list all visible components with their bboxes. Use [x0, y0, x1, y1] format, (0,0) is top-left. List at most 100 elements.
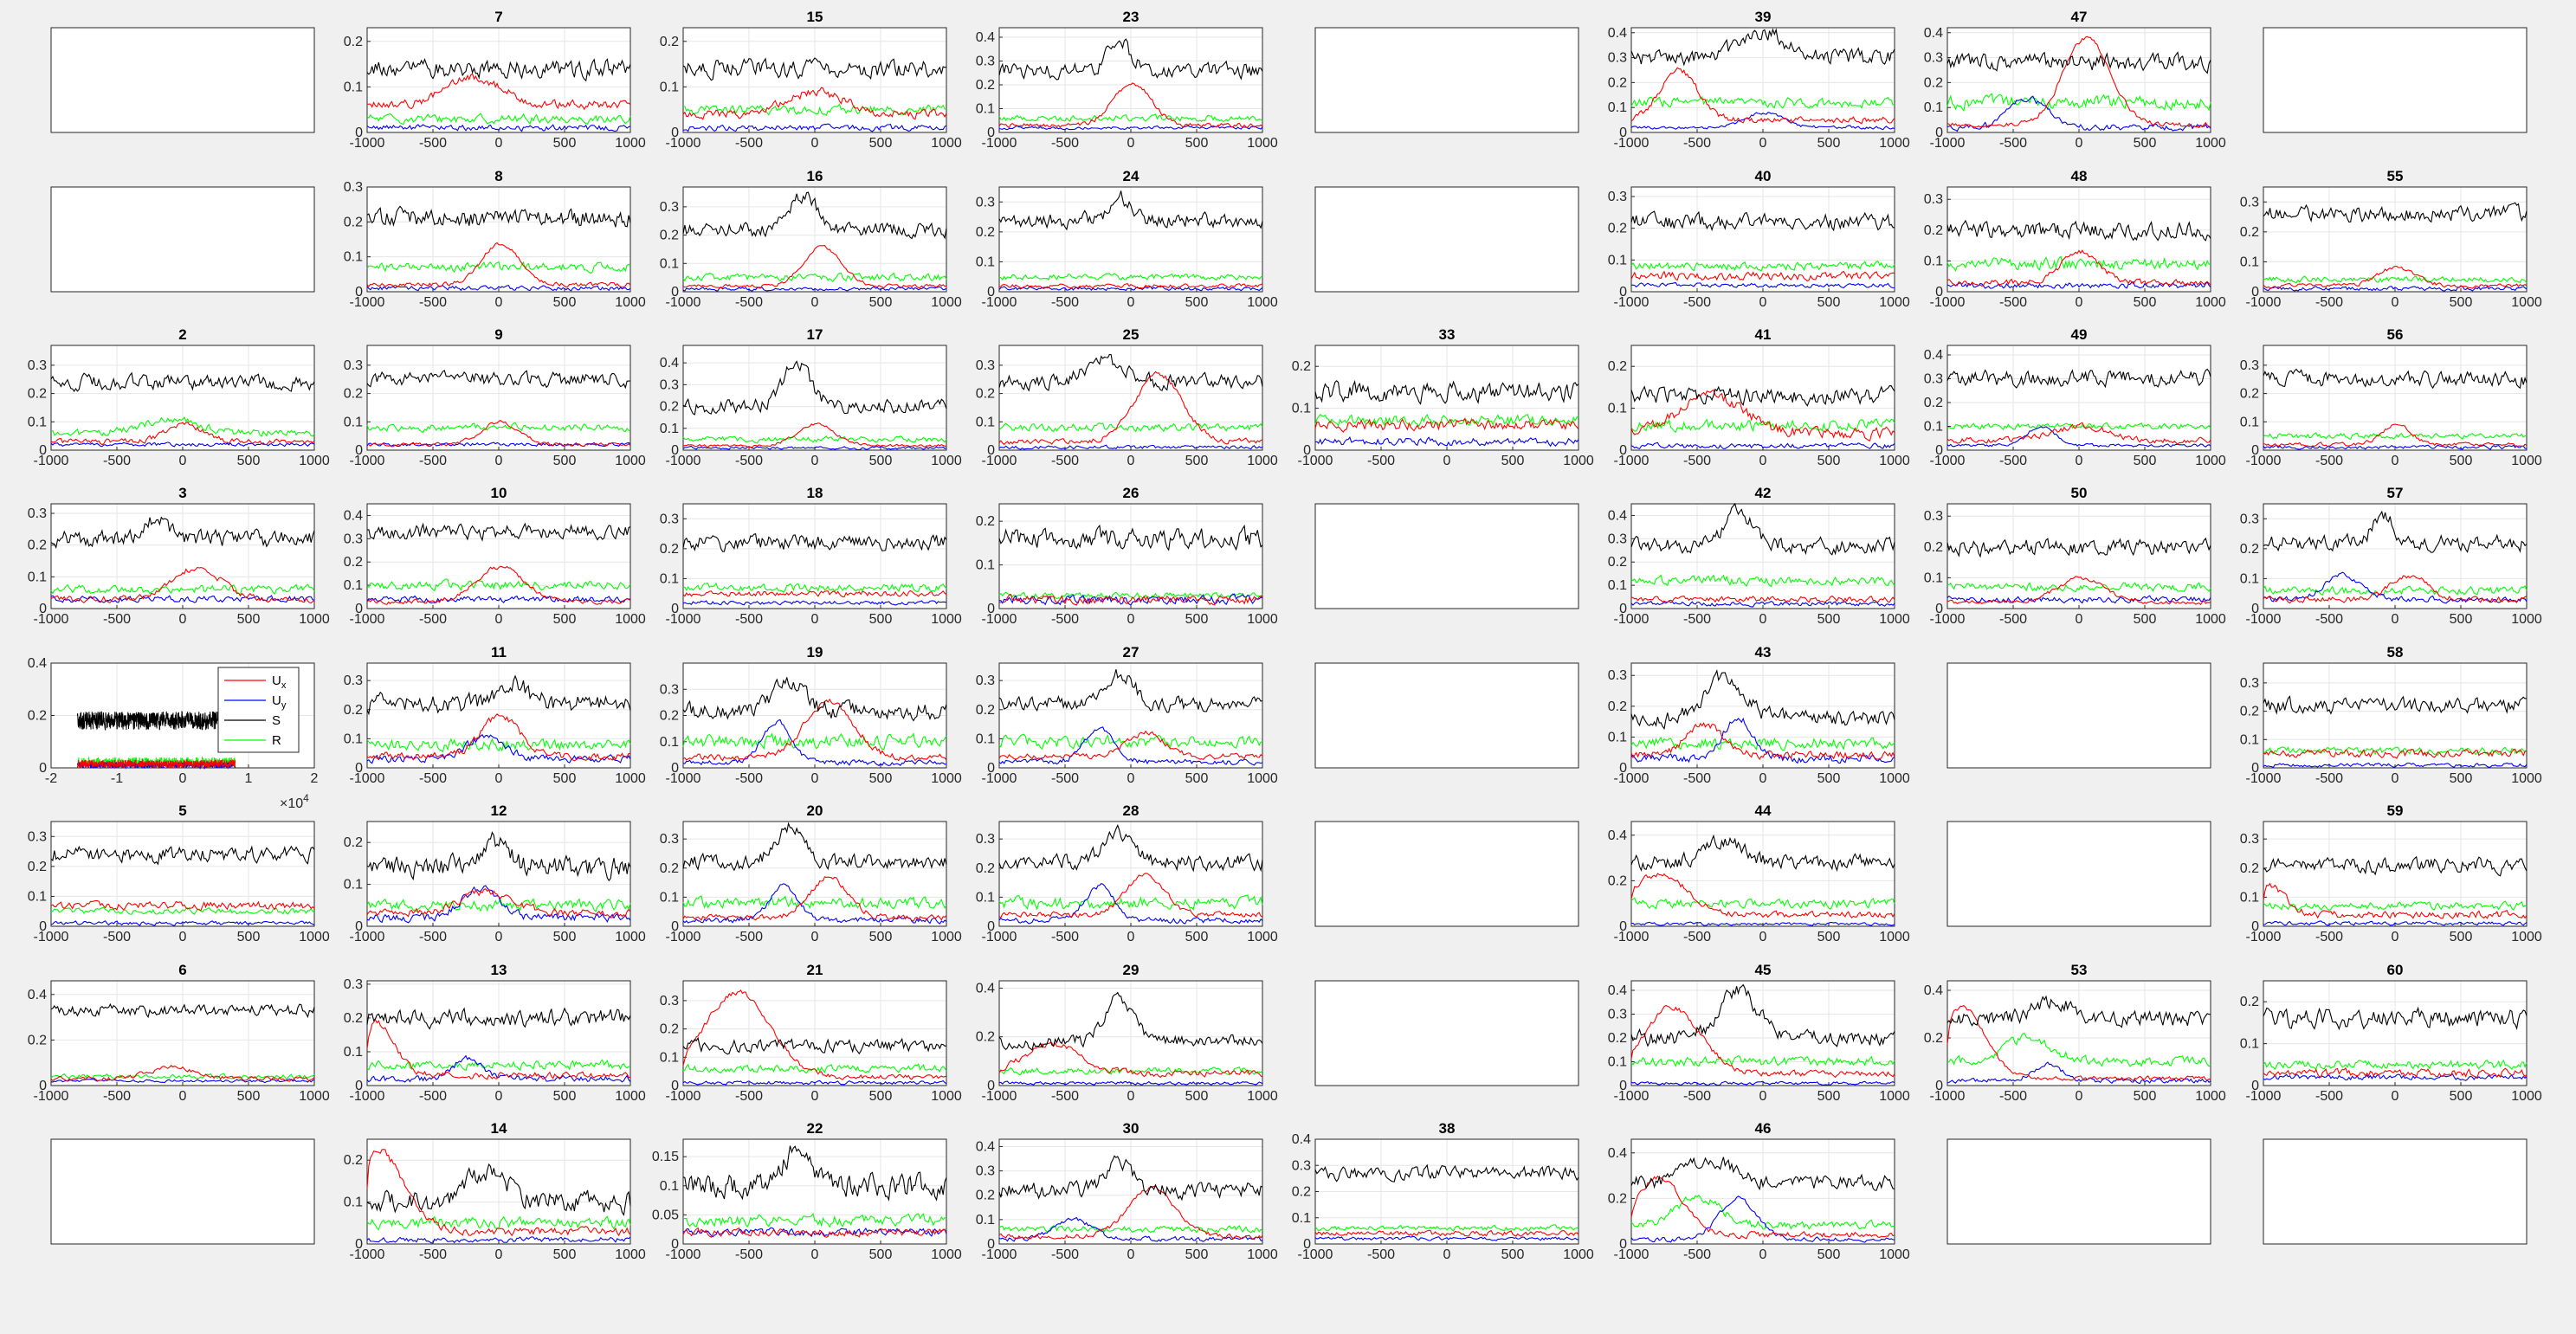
y-tick-label: 0: [1935, 602, 1943, 616]
series-Uy: [50, 595, 315, 603]
series-Ux: [366, 1149, 631, 1237]
x-tick-label: 500: [1817, 136, 1841, 151]
x-tick-label: 1000: [1879, 1089, 1910, 1104]
x-tick-label: -1000: [34, 930, 69, 944]
x-tick-label: -500: [2315, 612, 2343, 627]
y-tick-label: 0: [2251, 443, 2259, 458]
x-tick-label: 500: [1817, 930, 1841, 944]
axes-border: [682, 345, 947, 451]
subplot-40: 0 0.1 0.2 0.3 -1000 -500 0 500 1000 40: [1608, 168, 1910, 310]
subplot-title: 53: [2071, 962, 2088, 978]
y-tick-label: 0.1: [1924, 100, 1943, 115]
y-tick-label: 0.2: [660, 229, 679, 243]
subplot-15: 0 0.1 0.2 -1000 -500 0 500 1000 15: [660, 9, 962, 151]
subplot-title: 2: [178, 326, 186, 343]
series-Ux: [682, 876, 947, 922]
series-R: [682, 582, 947, 594]
x-tick-label: -500: [1999, 454, 2027, 468]
subplot-25: 0 0.1 0.2 0.3 -1000 -500 0 500 1000 25: [976, 326, 1278, 468]
y-tick-label: 0.1: [1924, 254, 1943, 268]
axes-border: [50, 345, 315, 451]
series-S: [366, 205, 631, 228]
y-tick-label: 0.1: [344, 250, 363, 265]
x-tick-label: -500: [735, 930, 763, 944]
x-tick-label: 500: [869, 771, 893, 786]
series-R: [50, 906, 315, 916]
subplot-r6c4: [1314, 980, 1579, 1086]
series-Uy: [998, 286, 1263, 292]
x-tick-label: 0: [179, 930, 187, 944]
x-exponent-power: 4: [303, 792, 309, 804]
series-S: [2263, 368, 2528, 390]
y-tick-label: 0.1: [344, 578, 363, 593]
y-tick-label: 0.2: [2240, 387, 2259, 402]
y-tick-label: 0.1: [28, 415, 47, 429]
y-tick-label: 0.2: [1608, 873, 1627, 888]
y-tick-label: 0.3: [2240, 676, 2259, 691]
x-tick-label: 0: [2076, 136, 2083, 151]
x-tick-label: -500: [419, 136, 447, 151]
x-tick-label: 0: [1127, 454, 1135, 468]
series-Uy: [2263, 285, 2528, 292]
x-tick-label: 1000: [2511, 1089, 2542, 1104]
x-tick-label: 0: [495, 454, 503, 468]
series-Ux: [998, 593, 1263, 606]
x-tick-label: -1000: [666, 1089, 701, 1104]
y-tick-label: 0: [39, 919, 47, 934]
y-tick-label: 0.3: [1608, 1008, 1627, 1022]
y-tick-label: 0: [2251, 602, 2259, 616]
subplot-title: 30: [1123, 1120, 1140, 1137]
x-tick-label: 2: [311, 771, 319, 786]
series-Uy: [1314, 1235, 1579, 1241]
subplot-title: 33: [1439, 326, 1456, 343]
x-tick-label: 500: [553, 930, 577, 944]
series-Uy: [682, 286, 947, 292]
series-R: [2263, 584, 2528, 596]
x-tick-label: -1000: [350, 295, 385, 310]
subplot-title: 18: [807, 485, 823, 501]
series-Ux: [1630, 873, 1895, 919]
x-tick-label: 1000: [1247, 930, 1278, 944]
series-S: [1630, 834, 1895, 873]
x-tick-label: -500: [2315, 771, 2343, 786]
series-R: [1630, 1194, 1895, 1230]
subplot-3: 0 0.1 0.2 0.3 -1000 -500 0 500 1000 3: [28, 485, 330, 627]
y-tick-label: 0.1: [660, 890, 679, 905]
y-tick-label: 0: [39, 1079, 47, 1093]
x-tick-label: 500: [237, 454, 261, 468]
y-tick-label: 0.4: [1608, 983, 1627, 998]
axes-border: [1630, 980, 1895, 1086]
axes-border: [682, 186, 947, 293]
series-R: [682, 435, 947, 444]
series-Uy: [50, 441, 315, 448]
y-tick-label: 0: [2251, 761, 2259, 776]
series-R: [998, 273, 1263, 281]
series-S: [366, 522, 631, 542]
x-tick-label: -500: [419, 771, 447, 786]
axes-border: [50, 980, 315, 1086]
series-S: [366, 1163, 631, 1216]
y-tick-label: 0.3: [660, 200, 679, 215]
x-tick-label: 500: [869, 454, 893, 468]
x-tick-label: -500: [1051, 930, 1079, 944]
y-tick-label: 0.1: [976, 731, 995, 746]
axes-border: [682, 980, 947, 1086]
x-tick-label: 1000: [2195, 612, 2226, 627]
axes-border: [2263, 503, 2528, 609]
axes-border: [366, 345, 631, 451]
x-tick-label: 0: [811, 295, 819, 310]
x-tick-label: 500: [1185, 136, 1209, 151]
y-tick-label: 0.3: [976, 1164, 995, 1179]
y-tick-label: 0.1: [660, 1179, 679, 1194]
subplot-29: 0 0.2 0.4 -1000 -500 0 500 1000 29: [976, 962, 1278, 1104]
y-tick-label: 0.1: [1924, 570, 1943, 585]
y-tick-label: 0.2: [1924, 223, 1943, 238]
x-tick-label: 500: [869, 136, 893, 151]
subplot-r7c0: [50, 1138, 315, 1245]
subplot-title: 19: [807, 644, 823, 661]
x-tick-label: 0: [1759, 1247, 1767, 1262]
series-Ux: [998, 730, 1263, 761]
x-tick-label: 0: [1759, 454, 1767, 468]
series-S: [50, 845, 315, 866]
